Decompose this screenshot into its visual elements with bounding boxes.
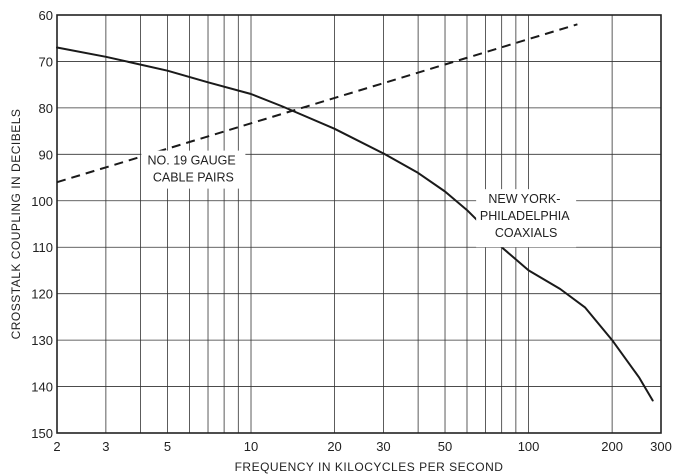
plot-frame bbox=[56, 14, 662, 434]
x-tick-label: 20 bbox=[327, 439, 341, 454]
y-tick-label: 110 bbox=[32, 240, 53, 255]
y-tick-label: 150 bbox=[31, 426, 53, 441]
coaxials-annotation: NEW YORK- PHILADELPHIA COAXIALS bbox=[480, 192, 572, 240]
x-tick-label: 30 bbox=[376, 439, 390, 454]
cable-pairs-annotation-line-2: CABLE PAIRS bbox=[153, 171, 234, 185]
coaxials-label-box bbox=[476, 189, 577, 248]
y-tick-label: 90 bbox=[39, 147, 53, 162]
x-tick-label: 200 bbox=[601, 439, 623, 454]
y-tick-label: 100 bbox=[31, 194, 53, 209]
y-tick-label: 140 bbox=[31, 380, 53, 395]
coaxials-curve bbox=[56, 46, 654, 402]
x-tick-label: 2 bbox=[53, 439, 60, 454]
cable-pairs-label-box bbox=[141, 150, 246, 189]
y-axis-label: CROSSTALK COUPLING IN DECIBELS bbox=[9, 109, 23, 340]
y-tick-label: 120 bbox=[31, 287, 53, 302]
coaxials-annotation-line-2: PHILADELPHIA bbox=[480, 209, 570, 223]
y-tick-label: 70 bbox=[39, 54, 53, 69]
cable-pairs-line bbox=[56, 23, 578, 184]
coaxials-annotation-line-1: NEW YORK- bbox=[488, 192, 560, 206]
x-tick-label: 3 bbox=[102, 439, 109, 454]
cable-pairs-annotation-line-1: NO. 19 GAUGE bbox=[148, 154, 236, 168]
x-axis-label: FREQUENCY IN KILOCYCLES PER SECOND bbox=[235, 460, 504, 474]
x-tick-label: 5 bbox=[164, 439, 171, 454]
x-tick-labels: 2 3 5 10 20 30 50 100 200 300 bbox=[53, 439, 671, 454]
y-tick-label: 60 bbox=[39, 8, 53, 23]
x-tick-label: 300 bbox=[650, 439, 672, 454]
x-tick-label: 50 bbox=[438, 439, 452, 454]
x-tick-label: 100 bbox=[518, 439, 540, 454]
y-tick-label: 130 bbox=[31, 333, 53, 348]
y-tick-label: 80 bbox=[39, 101, 53, 116]
coaxials-annotation-line-3: COAXIALS bbox=[495, 226, 558, 240]
cable-pairs-annotation: NO. 19 GAUGE CABLE PAIRS bbox=[148, 154, 240, 185]
x-tick-label: 10 bbox=[244, 439, 258, 454]
y-tick-labels: 60 70 80 90 100 110 120 130 140 150 bbox=[31, 8, 53, 441]
